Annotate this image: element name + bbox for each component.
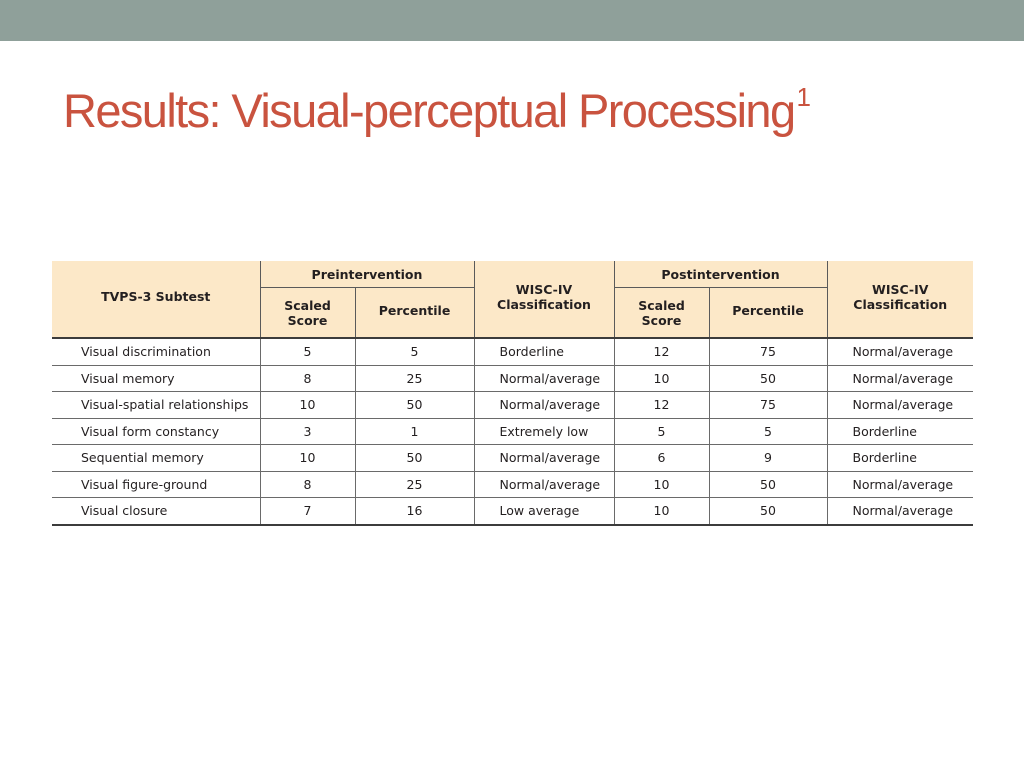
cell-subtest: Visual form constancy	[52, 418, 260, 445]
cell-post-classification: Normal/average	[826, 338, 973, 366]
cell-pre-classification: Normal/average	[473, 391, 614, 419]
cell-post-percentile: 75	[708, 391, 827, 419]
header-preintervention: Preintervention	[259, 261, 474, 288]
table-row: Visual closure 7 16 Low average 10 50 No…	[52, 497, 973, 526]
cell-subtest: Visual figure-ground	[52, 471, 260, 498]
header-pre-scaled-score: Scaled Score	[259, 287, 355, 339]
cell-post-classification: Borderline	[826, 444, 973, 472]
cell-pre-scaled: 10	[259, 391, 355, 419]
cell-subtest: Visual-spatial relationships	[52, 391, 260, 419]
cell-pre-classification: Borderline	[473, 338, 614, 366]
table-row: Visual figure-ground 8 25 Normal/average…	[52, 471, 973, 498]
cell-post-scaled: 12	[613, 391, 709, 419]
table-row: Visual discrimination 5 5 Borderline 12 …	[52, 338, 973, 366]
cell-subtest: Sequential memory	[52, 444, 260, 472]
cell-post-scaled: 6	[613, 444, 709, 472]
cell-post-percentile: 50	[708, 471, 827, 498]
cell-post-percentile: 75	[708, 338, 827, 366]
cell-pre-scaled: 7	[259, 497, 355, 526]
cell-pre-percentile: 5	[354, 338, 474, 366]
cell-pre-classification: Extremely low	[473, 418, 614, 445]
header-subtest: TVPS-3 Subtest	[52, 261, 260, 339]
cell-pre-scaled: 10	[259, 444, 355, 472]
results-table: TVPS-3 Subtest Preintervention WISC-IV Cl…	[52, 261, 973, 526]
slide-title-text: Results: Visual-perceptual Processing	[63, 84, 796, 137]
cell-post-percentile: 50	[708, 497, 827, 526]
cell-post-percentile: 9	[708, 444, 827, 472]
cell-post-classification: Normal/average	[826, 365, 973, 392]
cell-pre-scaled: 8	[259, 471, 355, 498]
cell-pre-classification: Low average	[473, 497, 614, 526]
cell-post-percentile: 50	[708, 365, 827, 392]
cell-post-scaled: 12	[613, 338, 709, 366]
header-postintervention: Postintervention	[613, 261, 827, 288]
table-row: Visual memory 8 25 Normal/average 10 50 …	[52, 365, 973, 392]
header-pre-wisc-classification: WISC-IV Classification	[473, 261, 614, 339]
cell-subtest: Visual discrimination	[52, 338, 260, 366]
cell-pre-percentile: 50	[354, 391, 474, 419]
cell-pre-percentile: 25	[354, 471, 474, 498]
cell-pre-classification: Normal/average	[473, 471, 614, 498]
table-header: TVPS-3 Subtest Preintervention WISC-IV Cl…	[52, 261, 973, 339]
cell-post-scaled: 10	[613, 471, 709, 498]
cell-post-classification: Borderline	[826, 418, 973, 445]
cell-pre-percentile: 1	[354, 418, 474, 445]
cell-pre-scaled: 5	[259, 338, 355, 366]
cell-pre-percentile: 25	[354, 365, 474, 392]
cell-post-scaled: 5	[613, 418, 709, 445]
header-post-scaled-line1: Scaled	[638, 297, 685, 313]
table-row: Sequential memory 10 50 Normal/average 6…	[52, 444, 973, 472]
cell-post-classification: Normal/average	[826, 471, 973, 498]
cell-pre-percentile: 50	[354, 444, 474, 472]
cell-post-scaled: 10	[613, 497, 709, 526]
cell-post-classification: Normal/average	[826, 497, 973, 526]
cell-pre-scaled: 8	[259, 365, 355, 392]
cell-post-classification: Normal/average	[826, 391, 973, 419]
header-post-scaled-score: Scaled Score	[613, 287, 709, 339]
cell-pre-scaled: 3	[259, 418, 355, 445]
header-post-percentile: Percentile	[708, 287, 827, 339]
header-post-scaled-line2: Score	[641, 312, 682, 328]
slide-title: Results: Visual-perceptual Processing1	[63, 82, 811, 138]
cell-pre-classification: Normal/average	[473, 365, 614, 392]
cell-pre-classification: Normal/average	[473, 444, 614, 472]
header-post-wisc-line1: WISC-IV	[872, 281, 929, 297]
cell-pre-percentile: 16	[354, 497, 474, 526]
header-post-wisc-classification: WISC-IV Classification	[826, 261, 973, 339]
title-footnote-marker: 1	[796, 82, 811, 113]
header-sub-row: Scaled Score Percentile Scaled Score Perce…	[52, 287, 973, 339]
cell-subtest: Visual closure	[52, 497, 260, 526]
header-group-row: TVPS-3 Subtest Preintervention WISC-IV Cl…	[52, 261, 973, 339]
header-pre-scaled-line1: Scaled	[284, 297, 331, 313]
header-post-wisc-line2: Classification	[853, 296, 948, 312]
table-body: Visual discrimination 5 5 Borderline 12 …	[52, 338, 973, 526]
top-banner-bar	[0, 0, 1024, 41]
table-row: Visual-spatial relationships 10 50 Norma…	[52, 391, 973, 419]
table-row: Visual form constancy 3 1 Extremely low …	[52, 418, 973, 445]
header-pre-scaled-line2: Score	[287, 312, 328, 328]
header-pre-wisc-line1: WISC-IV	[515, 281, 573, 297]
cell-post-scaled: 10	[613, 365, 709, 392]
header-pre-percentile: Percentile	[354, 287, 474, 339]
header-pre-wisc-line2: Classification	[497, 296, 591, 312]
cell-subtest: Visual memory	[52, 365, 260, 392]
cell-post-percentile: 5	[708, 418, 827, 445]
